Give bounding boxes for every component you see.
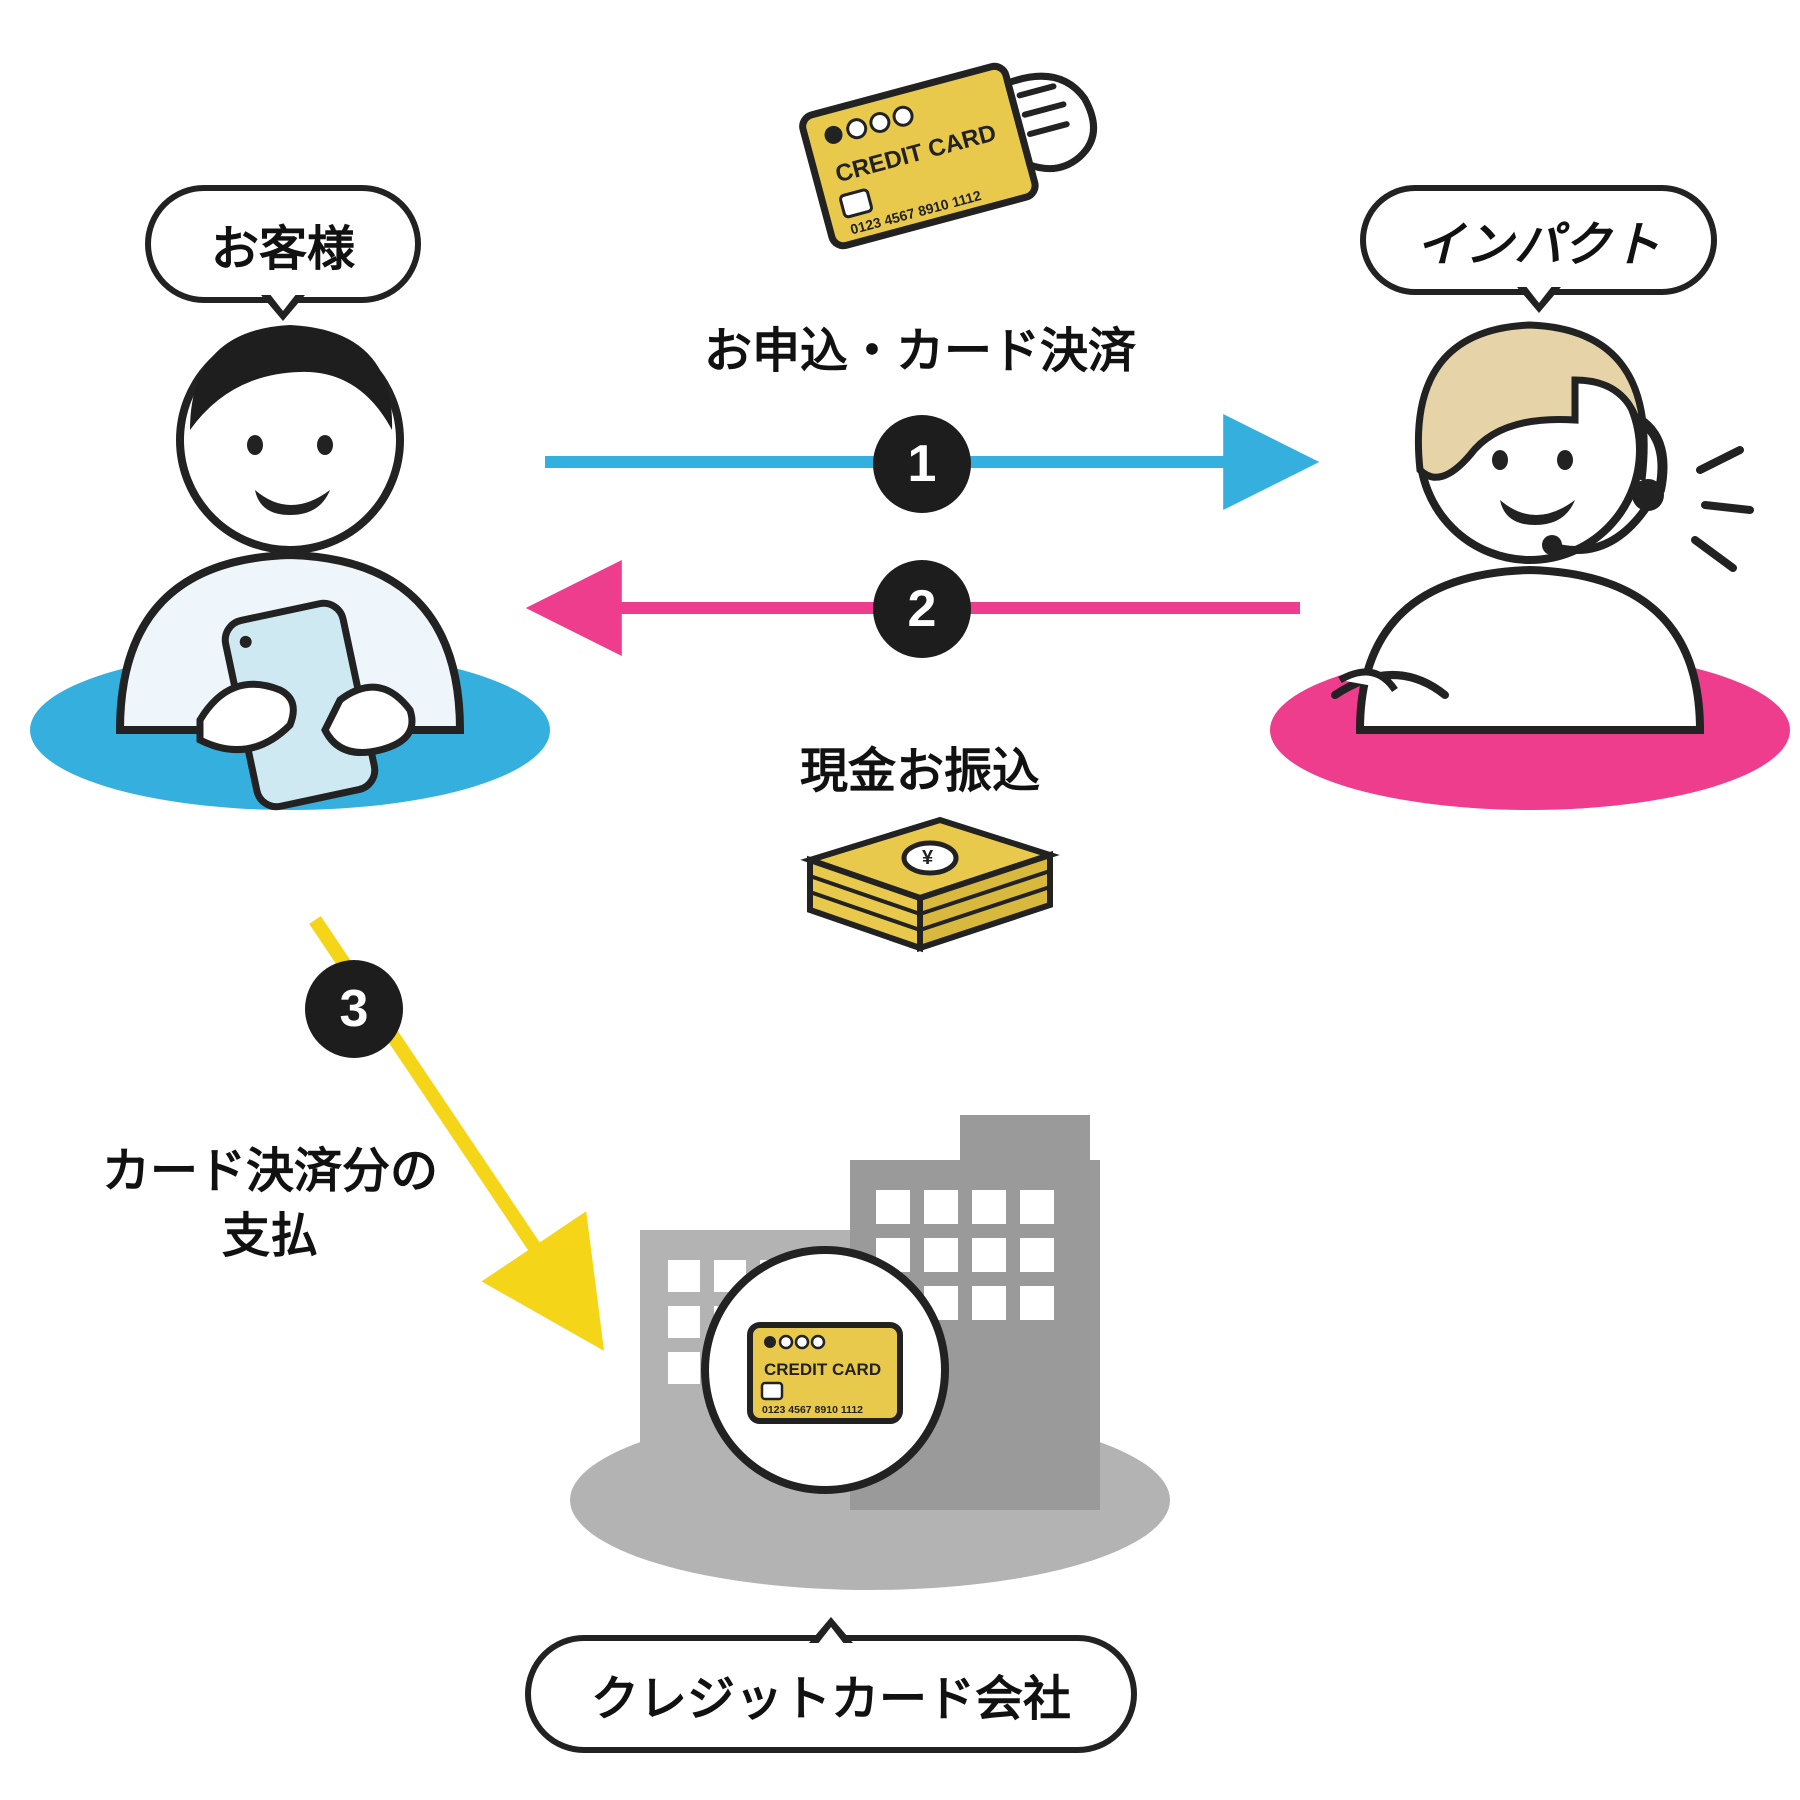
agent-disc [1270, 650, 1790, 810]
bubble-company: インパクト [1360, 185, 1717, 295]
svg-text:CREDIT CARD: CREDIT CARD [833, 119, 1000, 188]
badge-step1: 1 [873, 415, 971, 513]
customer-avatar [120, 325, 460, 810]
svg-text:¥: ¥ [922, 847, 934, 869]
label-step2: 現金お振込 [800, 740, 1040, 805]
buildings-icon: CREDIT CARD 0123 4567 8910 1112 [640, 1115, 1100, 1510]
badge-step1-num: 1 [908, 434, 937, 494]
label-step3: カード決済分の 支払 [102, 1140, 438, 1270]
svg-text:CREDIT CARD: CREDIT CARD [764, 1360, 881, 1379]
badge-step2-num: 2 [908, 579, 937, 639]
cash-stack-icon: ¥ [810, 820, 1050, 948]
bubble-cardco-text: クレジットカード会社 [591, 1673, 1071, 1726]
credit-card-hand-icon: CREDIT CARD 0123 4567 8910 1112 [800, 45, 1108, 249]
cardco-disc [570, 1410, 1170, 1590]
svg-text:0123 4567 8910 1112: 0123 4567 8910 1112 [762, 1404, 863, 1416]
svg-text:0123 4567 8910 1112: 0123 4567 8910 1112 [849, 187, 983, 237]
bubble-cardco: クレジットカード会社 [525, 1635, 1137, 1753]
flow-diagram: CREDIT CARD 0123 4567 8910 1112 ¥ [0, 0, 1800, 1800]
bubble-customer-text: お客様 [211, 223, 355, 276]
bubble-company-text: インパクト [1416, 219, 1661, 272]
customer-disc [30, 650, 550, 810]
badge-step3: 3 [305, 960, 403, 1058]
badge-step3-num: 3 [340, 979, 369, 1039]
agent-avatar [1335, 325, 1750, 730]
label-step1: お申込・カード決済 [704, 320, 1136, 385]
badge-step2: 2 [873, 560, 971, 658]
bubble-customer: お客様 [145, 185, 421, 303]
